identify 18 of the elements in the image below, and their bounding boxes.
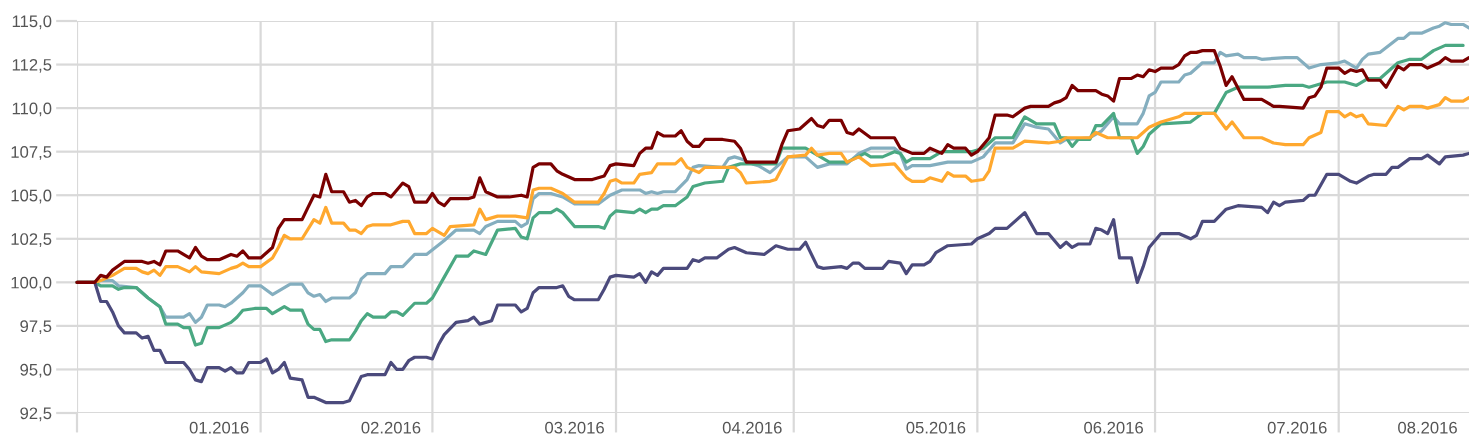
y-tick-label: 100,0 <box>11 276 52 291</box>
y-tick-label: 95,0 <box>20 363 52 378</box>
x-tick-label: 03.2016 <box>545 421 604 434</box>
y-tick-label: 110,0 <box>12 102 52 117</box>
x-tick-label: 05.2016 <box>906 421 966 434</box>
x-tick-label: 04.2016 <box>722 421 782 434</box>
y-tick-label: 102,5 <box>11 233 52 247</box>
y-tick-label: 97,5 <box>20 320 52 335</box>
x-tick-label: 07.2016 <box>1267 421 1327 434</box>
x-tick-label: 06.2016 <box>1084 421 1143 434</box>
y-tick-label: 105,0 <box>11 189 52 204</box>
y-tick-label: 115,0 <box>12 15 52 30</box>
y-tick-label: 92,5 <box>20 407 52 422</box>
y-tick-label: 112,5 <box>12 58 52 73</box>
x-tick-label: 01.2016 <box>189 421 249 434</box>
y-tick-label: 107,5 <box>11 146 52 160</box>
x-tick-label: 02.2016 <box>361 421 421 434</box>
x-tick-label: 08.2016 <box>1398 421 1457 434</box>
